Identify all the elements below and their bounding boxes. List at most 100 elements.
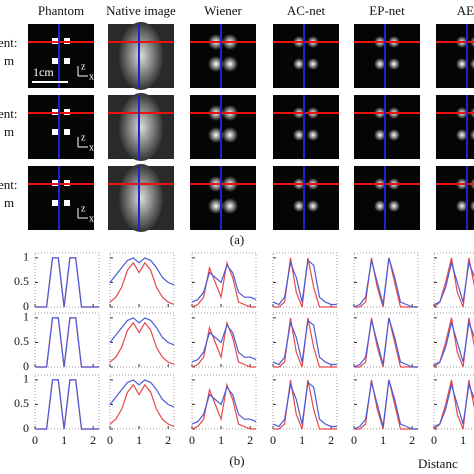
recon-spot	[388, 58, 400, 70]
phantom-square	[64, 200, 70, 206]
profile-curve	[353, 257, 418, 308]
profile-curve	[433, 260, 474, 306]
x-tick-label: 1	[136, 433, 142, 447]
blur-spot	[119, 22, 163, 90]
profile-curve	[191, 382, 256, 430]
plot-frame	[272, 374, 338, 430]
y-tick-label: 0	[23, 421, 29, 435]
profile-curve	[353, 379, 418, 430]
recon-spot	[293, 129, 305, 141]
image-bg	[354, 24, 420, 88]
column-header: Phantom	[38, 3, 84, 18]
image-bg	[273, 24, 339, 88]
row-label: m	[4, 124, 14, 139]
recon-spot	[456, 200, 468, 212]
axis-arrows	[77, 66, 88, 77]
x-tick-label: 0	[351, 433, 357, 447]
recon-spot	[307, 200, 319, 212]
plot-frame	[34, 252, 100, 308]
y-tick-label: 0	[23, 299, 29, 313]
row-label: m	[4, 195, 14, 210]
image-tile	[436, 166, 474, 230]
image-bg	[273, 95, 339, 159]
axis-arrows	[77, 208, 88, 219]
recon-spot	[388, 129, 400, 141]
column-header: Native image	[106, 3, 176, 18]
recon-spot	[293, 58, 305, 70]
y-tick-label: 0	[23, 359, 29, 373]
recon-spot	[293, 200, 305, 212]
recon-spot	[456, 58, 468, 70]
image-tile	[436, 24, 474, 88]
blur-spot	[119, 164, 163, 232]
x-tick-label: 0	[270, 433, 276, 447]
image-bg	[28, 24, 94, 88]
blur-spot	[119, 93, 163, 161]
phantom-square	[64, 58, 70, 64]
row-label: ent:	[0, 177, 18, 192]
x-tick-label: 1	[460, 433, 466, 447]
plot-frame	[353, 252, 419, 308]
row-label: m	[4, 53, 14, 68]
plot-frame	[433, 312, 474, 368]
x-tick-label: 1	[299, 433, 305, 447]
x-tick-label: 2	[90, 433, 96, 447]
image-tile	[190, 166, 256, 230]
x-axis-label: Distanc	[418, 456, 458, 471]
scale-bar-label: 1cm	[33, 65, 54, 79]
image-tile	[28, 24, 94, 88]
image-tile	[108, 22, 174, 90]
profile-curve	[35, 317, 99, 368]
row-label: ent:	[0, 35, 18, 50]
profile-curve	[353, 317, 418, 368]
profile-curve	[272, 381, 337, 428]
profile-curve	[35, 257, 99, 308]
image-tile	[354, 166, 420, 230]
image-tile	[28, 95, 94, 159]
recon-spot	[222, 127, 238, 143]
x-tick-label: 1	[61, 433, 67, 447]
profile-curve	[433, 382, 474, 428]
plot-frame	[109, 312, 175, 368]
recon-spot	[307, 58, 319, 70]
recon-spot	[470, 129, 474, 141]
recon-spot	[456, 129, 468, 141]
profile-curve	[109, 321, 175, 366]
plot-frame	[272, 312, 338, 368]
profile-curve	[272, 319, 337, 366]
column-header: Wiener	[204, 3, 242, 18]
recon-spot	[307, 129, 319, 141]
profile-curve	[191, 386, 257, 425]
profile-curve	[191, 320, 256, 368]
image-bg	[28, 166, 94, 230]
caption-a: (a)	[230, 232, 244, 247]
profile-curve	[191, 324, 257, 363]
profile-curve	[109, 261, 175, 306]
axis-x: x	[89, 71, 94, 82]
image-tile	[28, 166, 94, 230]
x-tick-label: 2	[165, 433, 171, 447]
plot-frame	[109, 252, 175, 308]
image-bg	[190, 24, 256, 88]
plot-frame	[191, 312, 257, 368]
y-tick-label: 0.5	[14, 396, 29, 410]
plot-frame	[433, 252, 474, 308]
image-bg	[354, 95, 420, 159]
recon-spot	[222, 198, 238, 214]
plot-frame	[191, 252, 257, 308]
image-bg	[354, 166, 420, 230]
image-bg	[436, 95, 474, 159]
profile-curve	[109, 257, 175, 286]
axis-x: x	[89, 213, 94, 224]
x-tick-label: 0	[431, 433, 437, 447]
phantom-square	[52, 58, 58, 64]
x-tick-label: 2	[247, 433, 253, 447]
image-tile	[108, 93, 174, 161]
x-tick-label: 2	[328, 433, 334, 447]
caption-b: (b)	[229, 453, 244, 468]
image-tile	[354, 24, 420, 88]
image-bg	[190, 166, 256, 230]
image-bg	[190, 95, 256, 159]
row-label: ent:	[0, 106, 18, 121]
x-tick-label: 1	[218, 433, 224, 447]
